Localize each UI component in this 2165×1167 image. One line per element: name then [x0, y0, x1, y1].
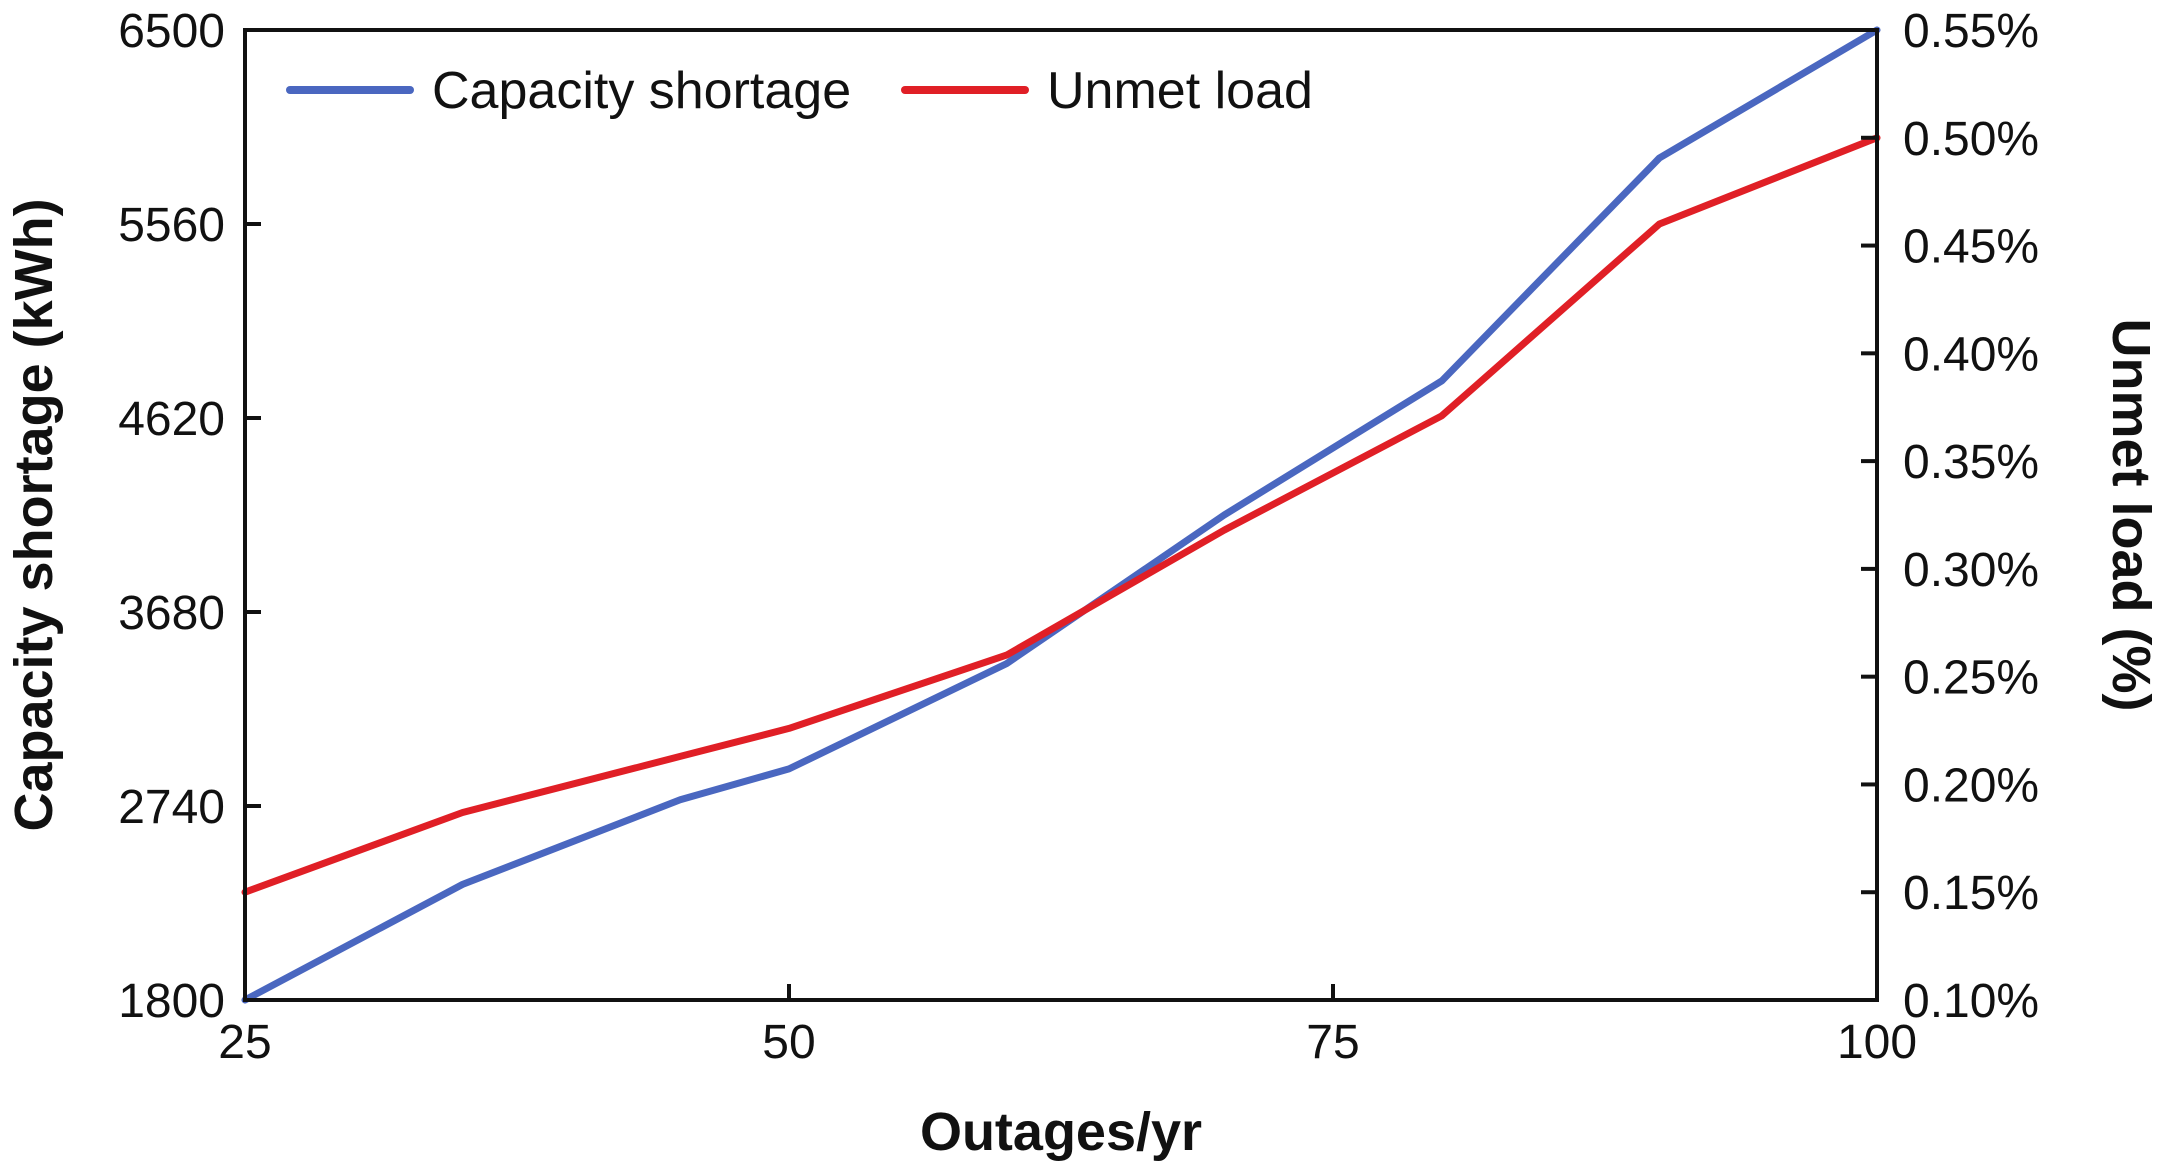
y-tick-label: 1800 — [118, 975, 225, 1028]
y-tick-label: 4620 — [118, 393, 225, 446]
y2-tick-label: 0.10% — [1903, 975, 2039, 1028]
x-tick-label: 75 — [1306, 1016, 1359, 1069]
legend-label: Capacity shortage — [432, 62, 851, 120]
series-line-capacity-shortage — [241, 26, 1881, 1004]
y2-axis-title: Unmet load (%) — [2101, 318, 2161, 711]
legend-label: Unmet load — [1047, 62, 1313, 120]
series-layer — [241, 26, 1881, 1004]
legend-item-unmet-load: Unmet load — [901, 62, 1313, 120]
y-axis-title: Capacity shortage (kWh) — [4, 198, 64, 831]
legend: Capacity shortage Unmet load — [286, 62, 1313, 120]
x-tick-label: 100 — [1837, 1016, 1917, 1069]
legend-item-capacity-shortage: Capacity shortage — [286, 62, 851, 120]
y2-tick-label: 0.35% — [1903, 436, 2039, 489]
y2-tick-label: 0.30% — [1903, 544, 2039, 597]
x-tick-label: 25 — [218, 1016, 271, 1069]
ticks-layer: 25 50 75 100 1800 2740 3680 4620 5560 6500 0.10% 0.… — [118, 5, 2039, 1069]
y-tick-label: 5560 — [118, 199, 225, 252]
x-axis-title: Outages/yr — [920, 1102, 1202, 1162]
y-tick-label: 2740 — [118, 781, 225, 834]
y2-tick-label: 0.25% — [1903, 652, 2039, 705]
y2-tick-label: 0.15% — [1903, 867, 2039, 920]
y2-tick-label: 0.50% — [1903, 113, 2039, 166]
x-tick-label: 50 — [762, 1016, 815, 1069]
y2-tick-label: 0.40% — [1903, 328, 2039, 381]
series-line-unmet-load — [241, 134, 1881, 896]
y2-tick-label: 0.55% — [1903, 5, 2039, 58]
plot-frame — [243, 28, 1879, 1002]
y-tick-label: 6500 — [118, 5, 225, 58]
y-tick-label: 3680 — [118, 587, 225, 640]
y2-tick-label: 0.45% — [1903, 221, 2039, 274]
y2-tick-label: 0.20% — [1903, 759, 2039, 812]
